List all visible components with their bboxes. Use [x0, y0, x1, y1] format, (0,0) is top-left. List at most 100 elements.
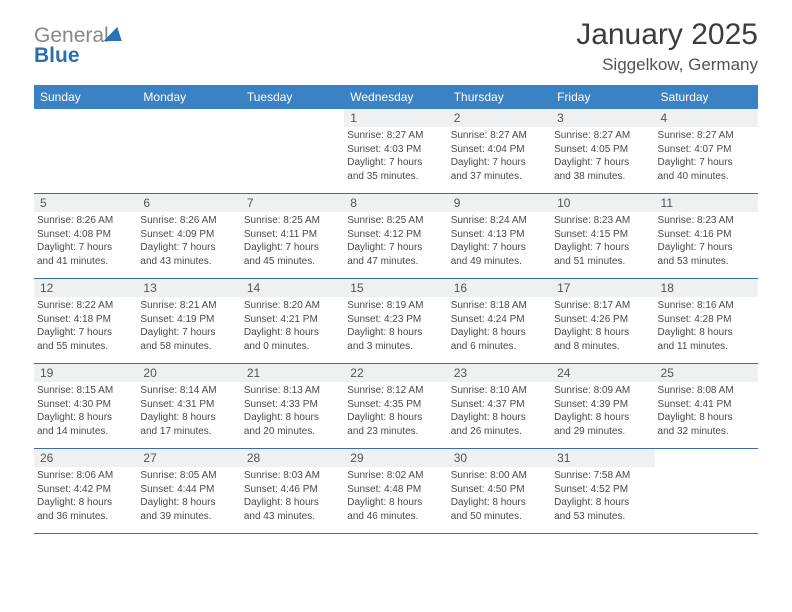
day-info: Sunrise: 8:05 AMSunset: 4:44 PMDaylight:…	[137, 469, 240, 523]
day-number: 7	[241, 194, 344, 212]
calendar-day-cell	[655, 449, 758, 534]
day-number: 11	[655, 194, 758, 212]
calendar-day-cell: 16Sunrise: 8:18 AMSunset: 4:24 PMDayligh…	[448, 279, 551, 364]
calendar-day-cell: 20Sunrise: 8:14 AMSunset: 4:31 PMDayligh…	[137, 364, 240, 449]
day-info: Sunrise: 8:27 AMSunset: 4:04 PMDaylight:…	[448, 129, 551, 183]
calendar-day-cell: 15 Sunrise: 8:19 AMSunset: 4:23 PMDayligh…	[344, 279, 447, 364]
location-label: Siggelkow, Germany	[576, 55, 758, 75]
calendar-day-cell: 21 Sunrise: 8:13 AMSunset: 4:33 PMDayligh…	[241, 364, 344, 449]
calendar-page: GeneralBlue January 2025 Siggelkow, Germ…	[0, 0, 792, 552]
calendar-day-cell: 30 Sunrise: 8:00 AMSunset: 4:50 PMDayligh…	[448, 449, 551, 534]
day-number: 31	[551, 449, 654, 467]
calendar-day-cell: 5 Sunrise: 8:26 AMSunset: 4:08 PMDaylight…	[34, 194, 137, 279]
calendar-week-row: 5 Sunrise: 8:26 AMSunset: 4:08 PMDaylight…	[34, 194, 758, 279]
day-info: Sunrise: 7:58 AMSunset: 4:52 PMDaylight:…	[551, 469, 654, 523]
day-header: Wednesday	[344, 85, 447, 109]
day-info: Sunrise: 8:13 AMSunset: 4:33 PMDaylight:…	[241, 384, 344, 438]
brand-logo: GeneralBlue	[34, 18, 124, 68]
calendar-day-cell: 18 Sunrise: 8:16 AMSunset: 4:28 PMDayligh…	[655, 279, 758, 364]
calendar-day-cell: 6 Sunrise: 8:26 AMSunset: 4:09 PMDaylight…	[137, 194, 240, 279]
calendar-week-row: 12 Sunrise: 8:22 AMSunset: 4:18 PMDayligh…	[34, 279, 758, 364]
day-number: 1	[344, 109, 447, 127]
calendar-day-cell: 10 Sunrise: 8:23 AMSunset: 4:15 PMDayligh…	[551, 194, 654, 279]
day-info: Sunrise: 8:02 AMSunset: 4:48 PMDaylight:…	[344, 469, 447, 523]
day-header: Monday	[137, 85, 240, 109]
day-info: Sunrise: 8:27 AMSunset: 4:03 PMDaylight:…	[344, 129, 447, 183]
day-info: Sunrise: 8:10 AMSunset: 4:37 PMDaylight:…	[448, 384, 551, 438]
calendar-day-cell: 14Sunrise: 8:20 AMSunset: 4:21 PMDayligh…	[241, 279, 344, 364]
day-info: Sunrise: 8:09 AMSunset: 4:39 PMDaylight:…	[551, 384, 654, 438]
calendar-day-cell: 3 Sunrise: 8:27 AMSunset: 4:05 PMDaylight…	[551, 109, 654, 194]
day-number: 28	[241, 449, 344, 467]
day-number: 4	[655, 109, 758, 127]
day-number: 29	[344, 449, 447, 467]
calendar-table: SundayMondayTuesdayWednesdayThursdayFrid…	[34, 85, 758, 534]
day-number: 30	[448, 449, 551, 467]
logo-text-blue: Blue	[34, 44, 124, 68]
day-number: 19	[34, 364, 137, 382]
day-info: Sunrise: 8:22 AMSunset: 4:18 PMDaylight:…	[34, 299, 137, 353]
day-number: 27	[137, 449, 240, 467]
calendar-day-cell: 28Sunrise: 8:03 AMSunset: 4:46 PMDayligh…	[241, 449, 344, 534]
calendar-day-cell: 11 Sunrise: 8:23 AMSunset: 4:16 PMDayligh…	[655, 194, 758, 279]
calendar-day-cell: 8Sunrise: 8:25 AMSunset: 4:12 PMDaylight…	[344, 194, 447, 279]
day-info: Sunrise: 8:08 AMSunset: 4:41 PMDaylight:…	[655, 384, 758, 438]
calendar-body: 1 Sunrise: 8:27 AMSunset: 4:03 PMDaylight…	[34, 109, 758, 534]
calendar-week-row: 26 Sunrise: 8:06 AMSunset: 4:42 PMDayligh…	[34, 449, 758, 534]
calendar-day-cell: 17Sunrise: 8:17 AMSunset: 4:26 PMDayligh…	[551, 279, 654, 364]
day-info: Sunrise: 8:23 AMSunset: 4:15 PMDaylight:…	[551, 214, 654, 268]
day-number: 15	[344, 279, 447, 297]
calendar-day-cell: 7 Sunrise: 8:25 AMSunset: 4:11 PMDaylight…	[241, 194, 344, 279]
day-info: Sunrise: 8:06 AMSunset: 4:42 PMDaylight:…	[34, 469, 137, 523]
day-number: 23	[448, 364, 551, 382]
day-number: 21	[241, 364, 344, 382]
calendar-day-cell: 2 Sunrise: 8:27 AMSunset: 4:04 PMDaylight…	[448, 109, 551, 194]
calendar-week-row: 1 Sunrise: 8:27 AMSunset: 4:03 PMDaylight…	[34, 109, 758, 194]
day-number: 3	[551, 109, 654, 127]
day-info: Sunrise: 8:24 AMSunset: 4:13 PMDaylight:…	[448, 214, 551, 268]
day-number: 25	[655, 364, 758, 382]
day-number: 5	[34, 194, 137, 212]
day-info: Sunrise: 8:26 AMSunset: 4:08 PMDaylight:…	[34, 214, 137, 268]
day-number: 26	[34, 449, 137, 467]
calendar-week-row: 19 Sunrise: 8:15 AMSunset: 4:30 PMDayligh…	[34, 364, 758, 449]
calendar-day-cell: 27 Sunrise: 8:05 AMSunset: 4:44 PMDayligh…	[137, 449, 240, 534]
day-number: 13	[137, 279, 240, 297]
day-info: Sunrise: 8:26 AMSunset: 4:09 PMDaylight:…	[137, 214, 240, 268]
title-block: January 2025 Siggelkow, Germany	[576, 18, 758, 75]
day-info: Sunrise: 8:27 AMSunset: 4:05 PMDaylight:…	[551, 129, 654, 183]
day-info: Sunrise: 8:19 AMSunset: 4:23 PMDaylight:…	[344, 299, 447, 353]
day-info: Sunrise: 8:25 AMSunset: 4:12 PMDaylight:…	[344, 214, 447, 268]
day-header: Friday	[551, 85, 654, 109]
day-number: 16	[448, 279, 551, 297]
calendar-day-cell: 25 Sunrise: 8:08 AMSunset: 4:41 PMDayligh…	[655, 364, 758, 449]
day-info: Sunrise: 8:27 AMSunset: 4:07 PMDaylight:…	[655, 129, 758, 183]
calendar-day-cell: 9 Sunrise: 8:24 AMSunset: 4:13 PMDaylight…	[448, 194, 551, 279]
day-number: 18	[655, 279, 758, 297]
day-number: 2	[448, 109, 551, 127]
calendar-day-cell	[241, 109, 344, 194]
day-info: Sunrise: 8:00 AMSunset: 4:50 PMDaylight:…	[448, 469, 551, 523]
day-number: 22	[344, 364, 447, 382]
day-info: Sunrise: 8:15 AMSunset: 4:30 PMDaylight:…	[34, 384, 137, 438]
day-info: Sunrise: 8:25 AMSunset: 4:11 PMDaylight:…	[241, 214, 344, 268]
day-number: 10	[551, 194, 654, 212]
month-title: January 2025	[576, 18, 758, 51]
calendar-header-row: SundayMondayTuesdayWednesdayThursdayFrid…	[34, 85, 758, 109]
calendar-day-cell: 23 Sunrise: 8:10 AMSunset: 4:37 PMDayligh…	[448, 364, 551, 449]
day-info: Sunrise: 8:12 AMSunset: 4:35 PMDaylight:…	[344, 384, 447, 438]
day-info: Sunrise: 8:16 AMSunset: 4:28 PMDaylight:…	[655, 299, 758, 353]
day-info: Sunrise: 8:23 AMSunset: 4:16 PMDaylight:…	[655, 214, 758, 268]
calendar-day-cell: 4 Sunrise: 8:27 AMSunset: 4:07 PMDaylight…	[655, 109, 758, 194]
calendar-day-cell: 22 Sunrise: 8:12 AMSunset: 4:35 PMDayligh…	[344, 364, 447, 449]
day-number: 6	[137, 194, 240, 212]
calendar-day-cell: 26 Sunrise: 8:06 AMSunset: 4:42 PMDayligh…	[34, 449, 137, 534]
calendar-day-cell: 13Sunrise: 8:21 AMSunset: 4:19 PMDayligh…	[137, 279, 240, 364]
calendar-day-cell: 31 Sunrise: 7:58 AMSunset: 4:52 PMDayligh…	[551, 449, 654, 534]
day-number: 12	[34, 279, 137, 297]
day-number: 9	[448, 194, 551, 212]
day-header: Tuesday	[241, 85, 344, 109]
logo-triangle-icon	[103, 27, 126, 41]
day-header: Thursday	[448, 85, 551, 109]
day-info: Sunrise: 8:17 AMSunset: 4:26 PMDaylight:…	[551, 299, 654, 353]
